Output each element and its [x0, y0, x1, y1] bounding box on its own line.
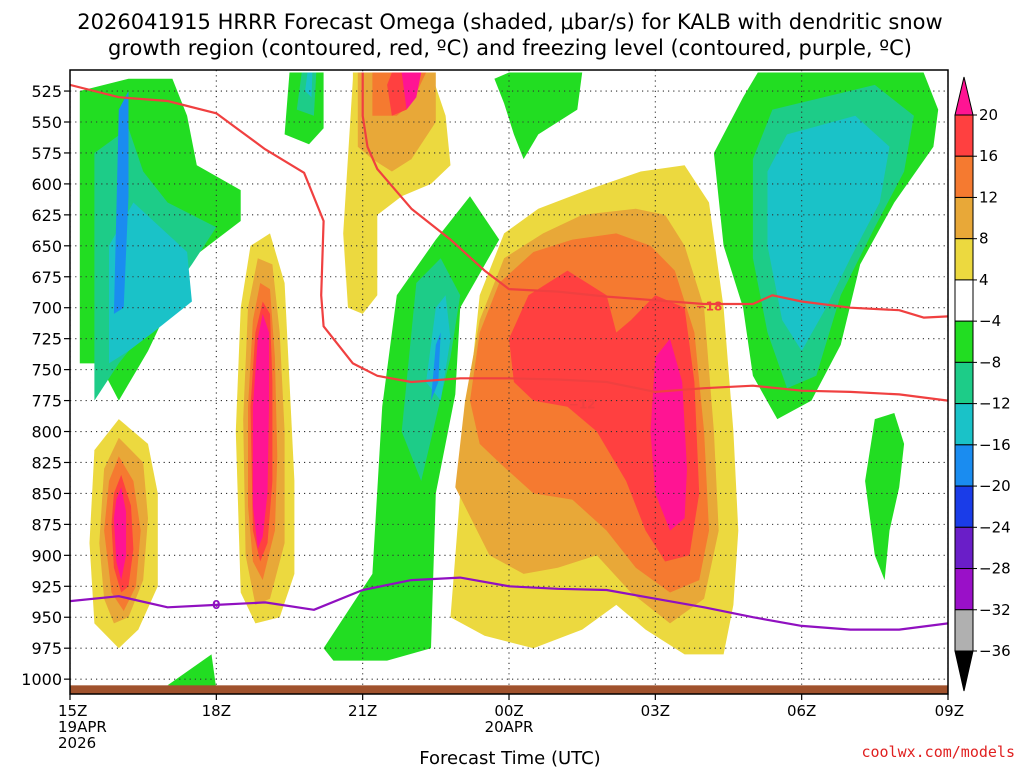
colorbar-box-12: [954, 609, 974, 652]
colorbar-label-9: −20: [979, 477, 1011, 495]
omega-negative-region-6: [305, 72, 313, 98]
colorbar-box-4: [954, 279, 974, 322]
colorbar-box-5: [954, 320, 974, 363]
colorbar-label-1: 16: [979, 147, 998, 165]
colorbar-box-2: [954, 196, 974, 240]
dgz-contour-line-1: [361, 72, 948, 319]
colorbar-label-5: −4: [979, 312, 1001, 330]
colorbar-label-11: −28: [979, 560, 1011, 578]
y-tick-label-575: 575: [31, 144, 62, 163]
x-axis-label: Forecast Time (UTC): [419, 748, 600, 768]
omega-positive-region-9: [252, 313, 269, 550]
omega-shading: [79, 72, 939, 694]
colorbar-box-7: [954, 403, 974, 446]
omega-positive-region-4: [113, 487, 127, 581]
omega-negative-region-14: [767, 115, 890, 351]
omega-positive-region-18: [509, 270, 700, 562]
y-tick-label-875: 875: [31, 515, 62, 534]
colorbar-label-6: −8: [979, 353, 1001, 371]
colorbar-box-9: [954, 485, 974, 528]
y-tick-label-525: 525: [31, 82, 62, 101]
x-tick-label-6-0: 09Z: [935, 702, 964, 720]
freezing-level-line: [70, 576, 948, 631]
omega-negative-region-3: [113, 91, 129, 314]
y-tick-label-950: 950: [31, 608, 62, 627]
y-tick-label-625: 625: [31, 206, 62, 225]
x-tick-label-0-0: 15Z: [58, 702, 87, 720]
y-tick-label-825: 825: [31, 453, 62, 472]
y-tick-label-675: 675: [31, 268, 62, 287]
colorbar-box-0: [954, 114, 974, 157]
chart-title-line1: 2026041915 HRRR Forecast Omega (shaded, …: [77, 10, 942, 34]
x-tick-label-2-0: 21Z: [348, 702, 377, 720]
y-tick-label-925: 925: [31, 577, 62, 596]
colorbar-box-10: [954, 526, 974, 570]
x-tick-label-4-0: 03Z: [641, 702, 670, 720]
x-tick-label-0-2: 2026: [58, 734, 96, 752]
dgz-contour-label-0: −12: [569, 397, 596, 411]
colorbar-label-0: 20: [979, 106, 998, 124]
colorbar-box-6: [954, 361, 974, 405]
omega-positive-region-14: [401, 72, 422, 110]
colorbar-label-7: −12: [979, 395, 1011, 413]
contour-lines: [70, 72, 948, 631]
colorbar-label-10: −24: [979, 518, 1011, 536]
y-tick-label-975: 975: [31, 639, 62, 658]
colorbar-label-3: 8: [979, 230, 989, 248]
omega-negative-region-11: [494, 72, 583, 160]
x-tick-label-3-1: 20APR: [485, 718, 534, 736]
x-tick-label-1-0: 18Z: [202, 702, 231, 720]
y-tick-label-775: 775: [31, 392, 62, 411]
contour-labels: −12 −18 0: [212, 299, 722, 611]
colorbar-box-3: [954, 238, 974, 281]
y-axis: 525 550 575 600 625 650 675 700 725 750 775 800 825 8…: [21, 82, 70, 689]
colorbar-label-4: 4: [979, 271, 989, 289]
y-tick-label-800: 800: [31, 423, 62, 442]
colorbar-bottom-arrow: [954, 650, 974, 692]
omega-negative-region-10: [431, 332, 441, 401]
dgz-contour-line-0: [70, 83, 948, 402]
credit-text: coolwx.com/models: [861, 743, 1015, 761]
y-tick-label-650: 650: [31, 237, 62, 256]
omega-negative-region-2: [109, 202, 192, 364]
colorbar-box-11: [954, 568, 974, 611]
colorbar-label-12: −32: [979, 601, 1011, 619]
x-tick-label-3-0: 00Z: [494, 702, 523, 720]
colorbar-box-8: [954, 444, 974, 487]
x-tick-label-0-1: 19APR: [58, 718, 107, 736]
chart-title-line2: growth region (contoured, red, ºC) and f…: [108, 36, 912, 60]
y-tick-label-1000: 1000: [21, 670, 62, 689]
x-tick-label-5-0: 06Z: [787, 702, 816, 720]
y-tick-label-550: 550: [31, 113, 62, 132]
y-tick-label-750: 750: [31, 361, 62, 380]
terrain-fill: [70, 685, 948, 694]
y-tick-label-700: 700: [31, 299, 62, 318]
y-tick-label-600: 600: [31, 175, 62, 194]
colorbar-label-8: −16: [979, 436, 1011, 454]
omega-negative-region-15: [865, 413, 905, 581]
colorbar-label-13: −36: [979, 642, 1011, 660]
y-tick-label-850: 850: [31, 484, 62, 503]
grid-lines: [70, 70, 948, 694]
omega-negative-region-16: [167, 654, 217, 689]
colorbar: 20 16 12 8 4 −4 −8 −12 −16 −20 −24 −28 −32 −36: [954, 76, 1011, 692]
omega-positive-region-19: [650, 338, 687, 531]
dgz-contour-label-1: −18: [696, 299, 723, 313]
colorbar-label-2: 12: [979, 188, 998, 206]
y-tick-label-725: 725: [31, 330, 62, 349]
freezing-level-label: 0: [212, 598, 220, 612]
terrain-band: [70, 685, 948, 694]
y-tick-label-900: 900: [31, 546, 62, 565]
colorbar-box-1: [954, 155, 974, 198]
